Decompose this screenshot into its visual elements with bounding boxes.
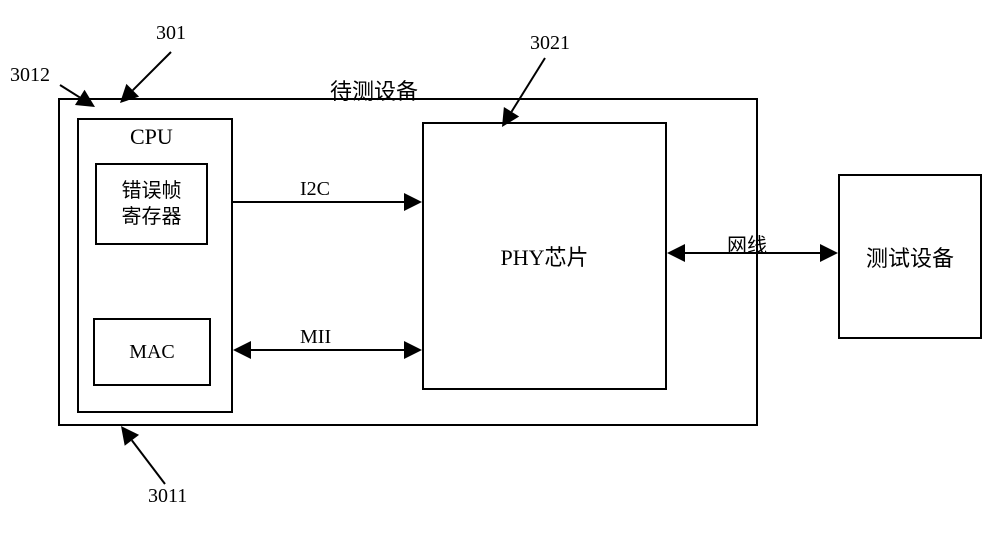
phy-box: PHY芯片 — [422, 122, 667, 390]
err-register-box: 错误帧 寄存器 — [95, 163, 208, 245]
callout-3021: 3021 — [530, 32, 570, 55]
callout-301: 301 — [156, 22, 186, 45]
test-device-box: 测试设备 — [838, 174, 982, 339]
cable-label: 网线 — [727, 229, 767, 258]
dut-title: 待测设备 — [330, 74, 418, 106]
callout-3012: 3012 — [10, 64, 50, 87]
cpu-label: CPU — [130, 124, 173, 150]
diagram-canvas: 待测设备 CPU 错误帧 寄存器 MAC PHY芯片 测试设备 I2C MII … — [0, 0, 1000, 543]
callout-3011: 3011 — [148, 485, 187, 508]
mac-box: MAC — [93, 318, 211, 386]
mii-label: MII — [300, 326, 331, 349]
i2c-label: I2C — [300, 178, 330, 201]
